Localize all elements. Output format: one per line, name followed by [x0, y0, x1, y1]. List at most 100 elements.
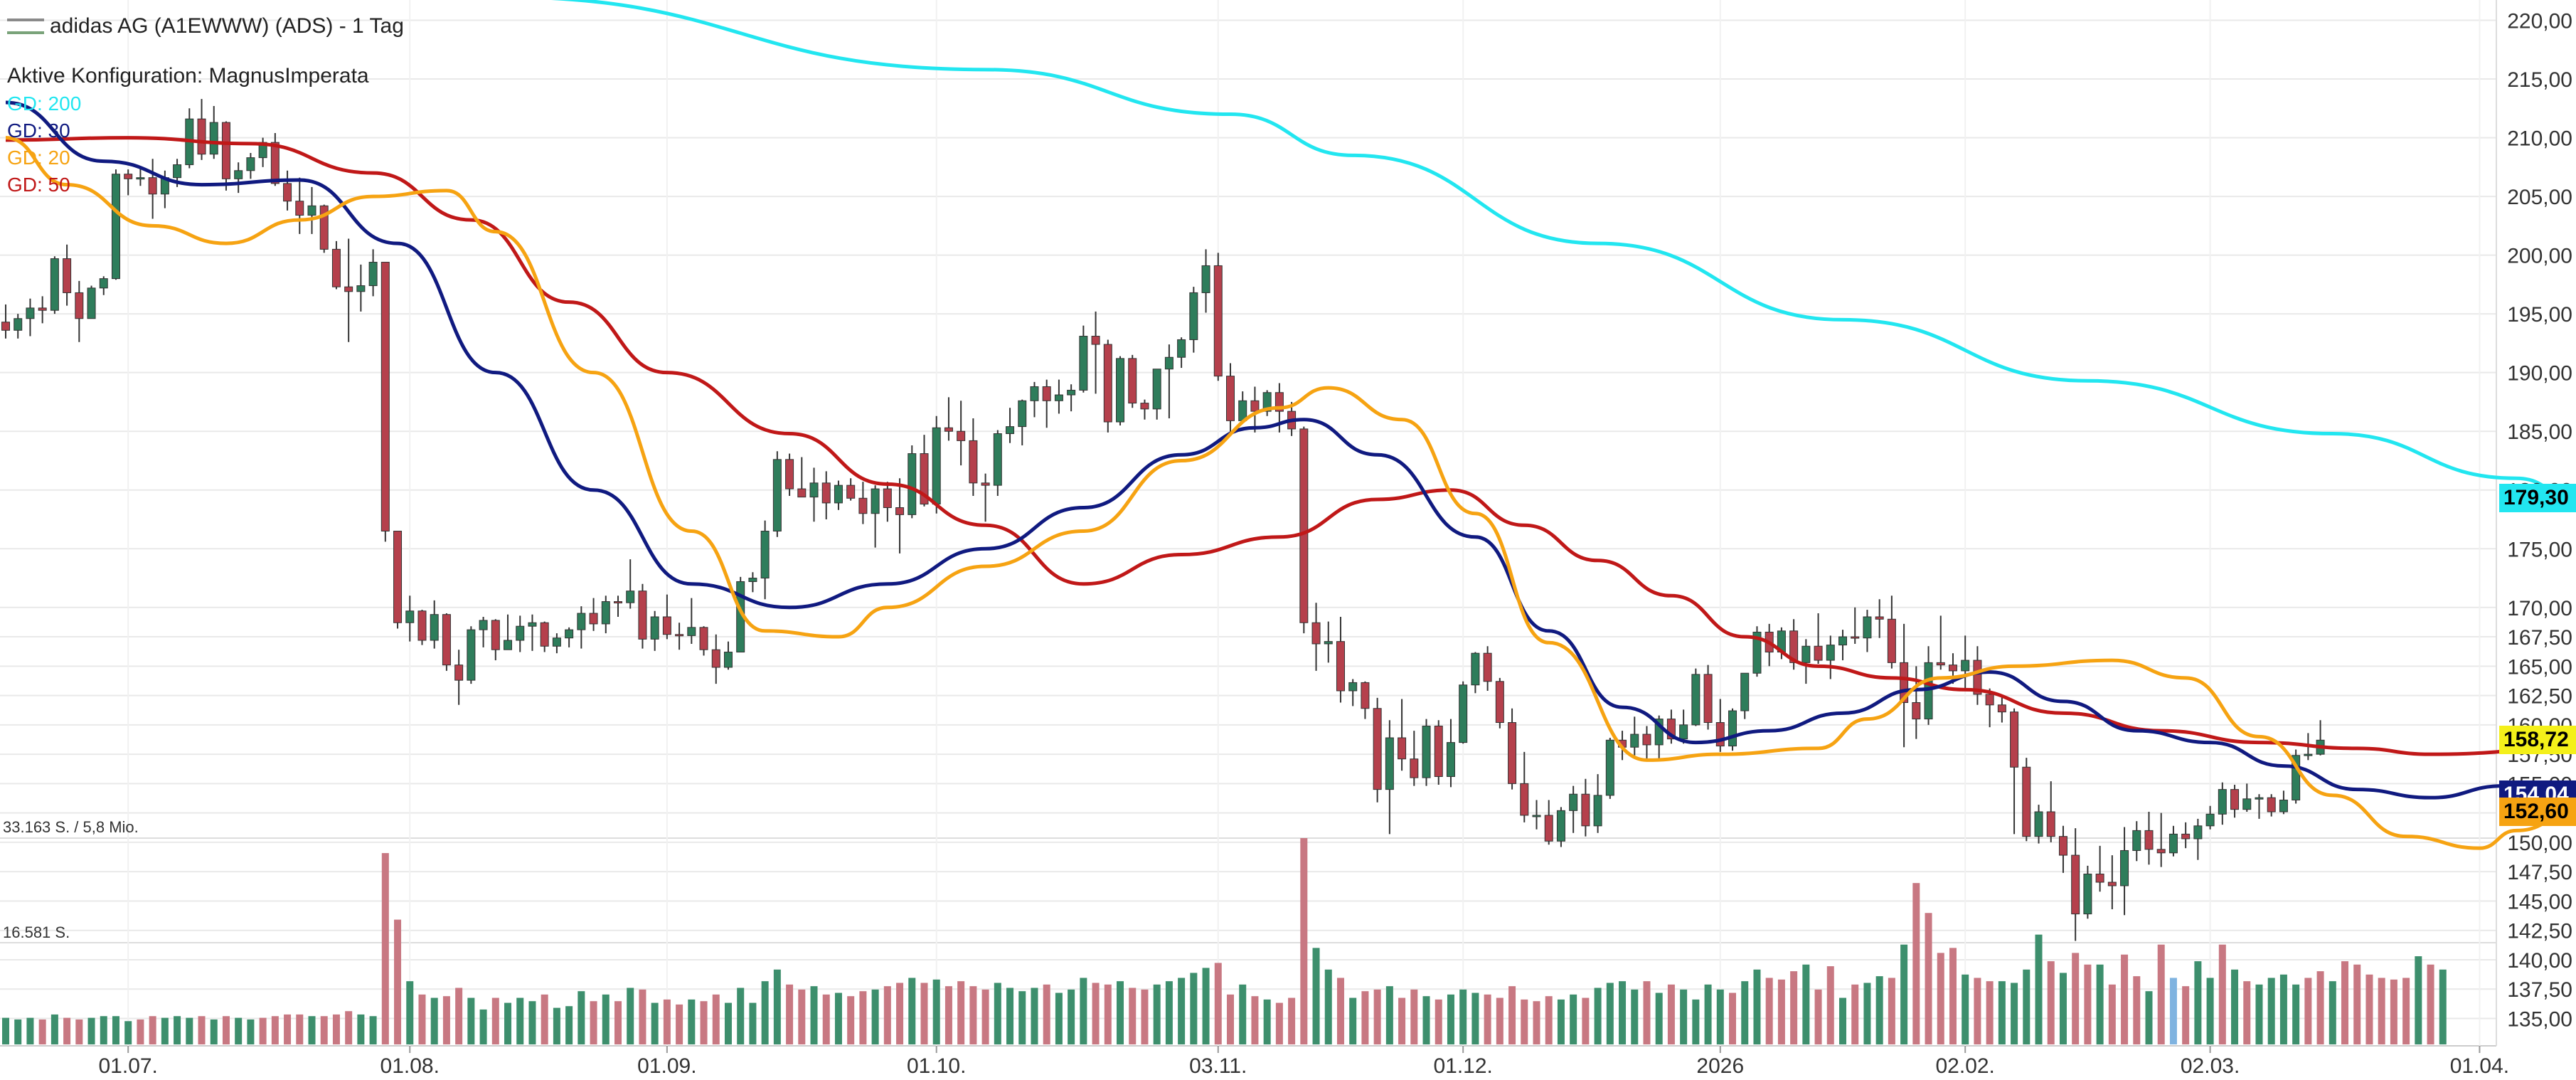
chart-type-icon — [7, 18, 44, 34]
volume-bar — [2292, 984, 2300, 1044]
candle-body — [1067, 389, 1076, 396]
candle-body — [221, 122, 230, 179]
candle-body — [2034, 811, 2043, 837]
volume-bar — [1790, 971, 1798, 1044]
gd20-value: 152,60 — [2499, 797, 2576, 826]
candle-body — [614, 601, 622, 604]
volume-bar — [2047, 961, 2055, 1044]
volume-bar — [565, 1006, 573, 1044]
volume-bar — [1900, 944, 1908, 1044]
candle-body — [283, 183, 292, 202]
candle-body — [1006, 426, 1015, 435]
candle-body — [1434, 726, 1443, 777]
candle-body — [528, 622, 537, 627]
volume-bar — [749, 1002, 757, 1044]
chart-title-row[interactable]: adidas AG (A1EWWW) (ADS) - 1 Tag — [7, 14, 404, 38]
candle-body — [331, 248, 341, 287]
candle-body — [895, 507, 905, 515]
volume-bar — [2328, 981, 2336, 1044]
volume-bar — [553, 1007, 560, 1044]
volume-bar — [614, 1001, 622, 1044]
candle-body — [1679, 724, 1688, 740]
candle-body — [380, 262, 390, 532]
candle-body — [1128, 358, 1137, 404]
candle-body — [858, 497, 868, 514]
volume-bar — [2, 1017, 9, 1044]
y-tick-label: 195,00 — [2507, 303, 2572, 327]
volume-bar — [1765, 978, 1773, 1044]
volume-bar — [38, 1019, 46, 1044]
volume-bar — [369, 1016, 377, 1044]
y-tick-label: 165,00 — [2507, 655, 2572, 679]
volume-bar — [418, 994, 426, 1044]
candle-body — [2304, 753, 2313, 756]
candle-body — [2132, 830, 2141, 851]
candle-body — [1532, 815, 1541, 817]
volume-bar — [981, 989, 989, 1044]
candle-body — [14, 318, 23, 331]
candle-body — [246, 157, 255, 171]
candle-body — [993, 433, 1002, 486]
candle-body — [1900, 662, 1909, 703]
volume-bar — [2415, 956, 2422, 1044]
candle-body — [124, 174, 133, 179]
candle-body — [2205, 813, 2215, 827]
candle-body — [1985, 694, 1994, 706]
volume-bar — [676, 1004, 683, 1044]
volume-bar — [137, 1019, 144, 1044]
legend-gd20[interactable]: GD: 20 — [7, 147, 70, 169]
candle-body — [871, 488, 880, 514]
candle-body — [1863, 616, 1872, 639]
volume-bar — [2231, 969, 2239, 1044]
candle-body — [1642, 734, 1651, 746]
candle-body — [2071, 854, 2080, 915]
candle-body — [2083, 873, 2092, 915]
candle-body — [834, 485, 843, 504]
volume-bar — [1385, 986, 1393, 1044]
candle-body — [405, 610, 415, 623]
legend-gd50[interactable]: GD: 50 — [7, 174, 70, 196]
candle-body — [1961, 660, 1970, 672]
candle-body — [75, 292, 84, 319]
candle-body — [601, 601, 610, 625]
candle-body — [675, 634, 684, 637]
y-tick-label: 170,00 — [2507, 597, 2572, 620]
legend-gd30[interactable]: GD: 30 — [7, 120, 70, 142]
volume-bar — [2439, 969, 2447, 1044]
volume-bar — [2390, 979, 2397, 1044]
volume-bar — [186, 1017, 193, 1044]
volume-bar — [1031, 988, 1038, 1044]
x-tick-label: 01.10. — [907, 1054, 966, 1078]
candle-body — [1471, 652, 1480, 686]
volume-bar — [1692, 999, 1700, 1044]
volume-bar — [834, 992, 842, 1044]
volume-bar — [1557, 999, 1565, 1044]
candle-body — [1311, 622, 1321, 645]
volume-bar — [1741, 981, 1749, 1044]
volume-bar — [455, 988, 463, 1044]
volume-bar — [1545, 996, 1553, 1044]
volume-bar — [394, 919, 402, 1044]
ma-line-gd30 — [5, 100, 2576, 800]
volume-bar — [2194, 961, 2202, 1044]
volume-bar — [737, 988, 745, 1044]
volume-bar — [859, 991, 867, 1044]
volume-bar — [63, 1017, 71, 1044]
legend-gd200[interactable]: GD: 200 — [7, 92, 82, 115]
candle-body — [2095, 873, 2104, 883]
chart-legend: adidas AG (A1EWWW) (ADS) - 1 Tag Aktive … — [7, 14, 404, 196]
active-configuration[interactable]: Aktive Konfiguration: MagnusImperata — [7, 64, 369, 88]
candle-body — [2156, 849, 2166, 854]
candle-body — [2267, 797, 2276, 812]
candle-body — [662, 616, 671, 635]
candle-body — [638, 591, 647, 640]
ma-line-gd20 — [5, 136, 2576, 850]
volume-bar — [2182, 986, 2190, 1044]
volume-bars — [2, 838, 2447, 1044]
volume-bar — [1300, 838, 1308, 1044]
candle-body — [1079, 336, 1088, 391]
candle-body — [1912, 702, 1921, 720]
x-tick-label: 01.07. — [98, 1054, 157, 1078]
volume-bar — [957, 981, 965, 1044]
